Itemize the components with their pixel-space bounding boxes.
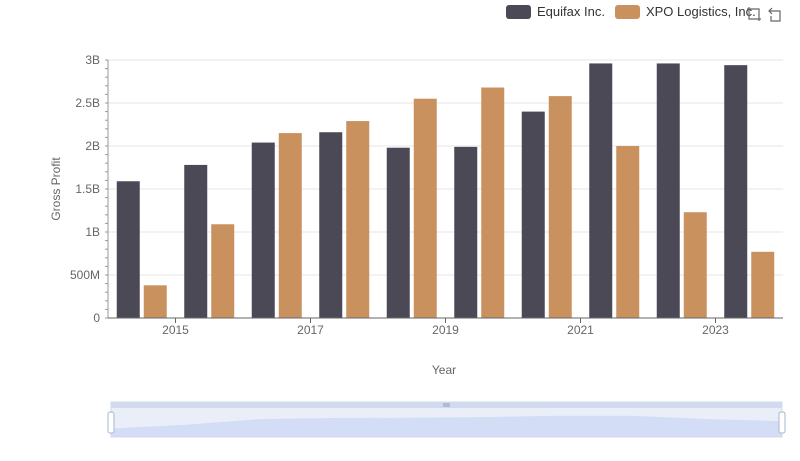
y-tick-label: 1B <box>85 225 100 239</box>
x-tick-label: 2023 <box>702 323 729 337</box>
restore-icon[interactable] <box>768 6 784 22</box>
legend-label-xpo: XPO Logistics, Inc. <box>645 4 756 19</box>
bar-xpo-2022[interactable] <box>683 212 707 318</box>
bar-equifax-2015[interactable] <box>184 164 208 318</box>
y-tick-label: 2B <box>85 139 100 153</box>
y-axis-label: Gross Profit <box>49 157 63 221</box>
bar-equifax-2017[interactable] <box>319 132 343 318</box>
y-tick-label: 2.5B <box>75 96 100 110</box>
bar-xpo-2016[interactable] <box>278 133 302 318</box>
bar-equifax-2022[interactable] <box>656 63 680 318</box>
legend-label-equifax: Equifax Inc. <box>537 4 605 19</box>
legend-swatch-equifax <box>506 4 531 19</box>
bar-xpo-2020[interactable] <box>548 96 572 319</box>
bar-xpo-2021[interactable] <box>616 146 640 318</box>
zoom-handle-left[interactable] <box>107 411 115 434</box>
y-tick-label: 0 <box>93 311 100 325</box>
y-tick-label: 500M <box>70 268 100 282</box>
data-zoom-slider[interactable] <box>107 401 786 438</box>
grid-lines <box>108 59 783 319</box>
x-tick-label: 2015 <box>162 323 189 337</box>
bar-equifax-2016[interactable] <box>251 142 275 318</box>
legend-item-xpo[interactable]: XPO Logistics, Inc. <box>614 4 756 19</box>
zoom-icon[interactable] <box>746 6 762 22</box>
zoom-grip[interactable] <box>443 403 450 407</box>
bar-xpo-2014[interactable] <box>143 285 167 318</box>
y-tick-label: 3B <box>85 53 100 67</box>
bar-xpo-2018[interactable] <box>413 98 437 318</box>
bar-xpo-2017[interactable] <box>346 121 370 318</box>
x-axis-label: Year <box>432 363 456 377</box>
y-axis: 0 500M 1B 1.5B 2B 2.5B 3B <box>70 53 109 325</box>
legend-swatch-xpo <box>614 4 640 19</box>
toolbox <box>746 6 790 22</box>
x-axis: 2015 2017 2019 2021 2023 <box>108 317 783 337</box>
bar-equifax-2020[interactable] <box>521 111 545 318</box>
y-tick-label: 1.5B <box>75 182 100 196</box>
zoom-preview-area <box>111 415 782 437</box>
x-tick-label: 2021 <box>567 323 594 337</box>
bar-equifax-2023[interactable] <box>724 65 748 318</box>
bar-equifax-2014[interactable] <box>116 181 140 318</box>
bar-xpo-2015[interactable] <box>211 224 235 318</box>
legend: Equifax Inc. XPO Logistics, Inc. <box>506 4 766 19</box>
x-tick-label: 2019 <box>432 323 459 337</box>
bar-equifax-2019[interactable] <box>454 146 478 318</box>
zoom-handle-right[interactable] <box>778 411 786 434</box>
x-tick-label: 2017 <box>297 323 324 337</box>
legend-item-equifax[interactable]: Equifax Inc. <box>506 4 605 19</box>
bar-series <box>116 63 775 319</box>
bar-equifax-2021[interactable] <box>589 63 613 318</box>
bar-equifax-2018[interactable] <box>386 147 410 318</box>
bar-xpo-2023[interactable] <box>751 251 775 318</box>
bar-xpo-2019[interactable] <box>481 87 505 319</box>
